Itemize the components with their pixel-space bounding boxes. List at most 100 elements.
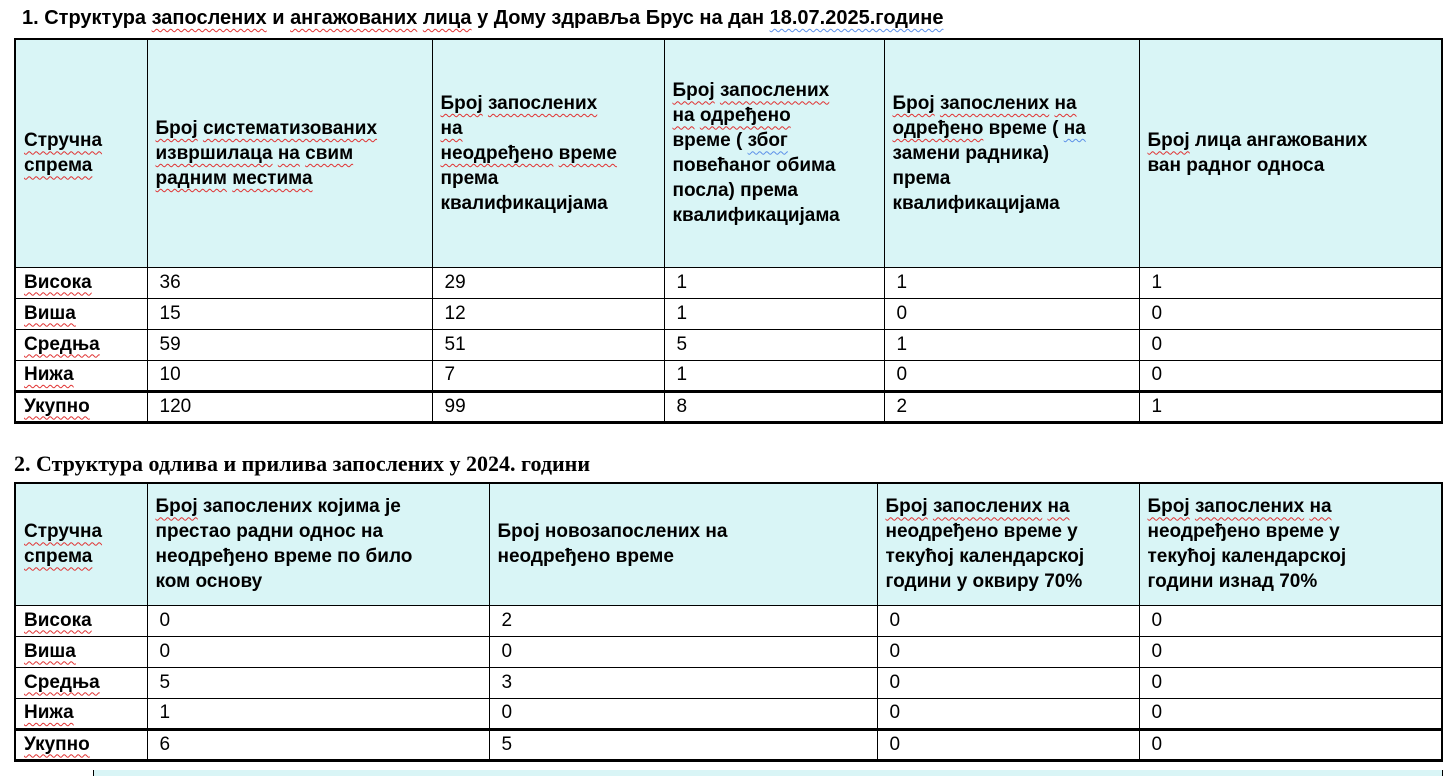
row-label-text: Укупно (24, 733, 90, 755)
cell-value: 36 (146, 266, 433, 299)
table1-title: 1. Структура запослених и ангажованих ли… (22, 6, 943, 31)
table-row: Укупно 6 5 0 0 (14, 727, 1443, 761)
header-row: Стручна спрема Број систематизованих изврши… (14, 38, 1443, 268)
column-header: Број лица ангажованих ван радног односа (1138, 38, 1443, 268)
spellcheck-flagged-text: лица (422, 7, 472, 29)
table2-title: 2. Структура одлива и прилива запослених… (14, 451, 591, 476)
column-header: Стручна спрема (14, 482, 148, 606)
spellcheck-flagged-text: на (672, 105, 695, 127)
row-label: Средња (14, 328, 148, 361)
cell-value: 1 (1138, 266, 1443, 299)
column-header: Број запослених на одређено време ( на зам… (883, 38, 1140, 268)
row-label-text: Виша (24, 640, 76, 662)
spellcheck-flagged-text: радним (155, 167, 227, 189)
table-row: Укупно 120 99 8 2 1 (14, 389, 1443, 423)
header-row: Стручна спрема Број запослених којима је пр… (14, 482, 1443, 606)
cell-value: 0 (488, 697, 878, 730)
text-segment: неодређено време у (885, 521, 1078, 543)
cell-value: 0 (1138, 635, 1443, 668)
text-segment: ван радног односа (1147, 155, 1325, 177)
text-segment: неодређено време у (1147, 521, 1340, 543)
spellcheck-flagged-text: Стручна (24, 130, 103, 152)
text-segment: години изнад 70% (1147, 571, 1318, 593)
spellcheck-flagged-text: спрема (24, 155, 93, 177)
text-segment: неодређено време (497, 546, 674, 568)
cell-value: 0 (883, 297, 1140, 330)
data-table: Стручна спрема Број запослених којима је пр… (14, 482, 1443, 762)
cell-value: 15 (146, 297, 433, 330)
row-label-text: Нижа (24, 702, 74, 723)
column-header: Број запослених на одређено време ( због по… (663, 38, 885, 268)
spellcheck-flagged-text: Број (1147, 130, 1190, 152)
spellcheck-flagged-text: одређено (892, 117, 984, 139)
spellcheck-flagged-text: запослених (719, 80, 830, 102)
text-segment: и (266, 7, 291, 29)
cell-value: 5 (146, 666, 490, 699)
cell-value: 2 (883, 389, 1140, 423)
cell-value: 8 (663, 389, 885, 423)
spellcheck-flagged-text: запослених (151, 7, 267, 29)
text-segment: неодређено време по било (155, 546, 413, 568)
spellcheck-flagged-text: спрема (24, 546, 93, 568)
table-1: Стручна спрема Број систематизованих изврши… (14, 38, 1443, 424)
cell-value: 51 (431, 328, 665, 361)
text-segment: запослених којима је (197, 496, 401, 518)
cell-value: 1 (883, 266, 1140, 299)
cell-value: 0 (883, 359, 1140, 392)
row-label: Средња (14, 666, 148, 699)
cell-value: 2 (488, 604, 878, 637)
partial-next-table-row (93, 770, 1443, 776)
row-label-text: Средња (24, 671, 100, 693)
row-label-text: Висока (24, 271, 92, 293)
spellcheck-flagged-text: ангажованих (290, 7, 418, 29)
spellcheck-flagged-text: одређено (699, 105, 791, 127)
column-header: Број запослених на неодређено време према кв… (431, 38, 665, 268)
spellcheck-flagged-text: на (1047, 496, 1070, 518)
cell-value: 0 (1138, 359, 1443, 392)
spellcheck-flagged-text: на (1063, 117, 1086, 139)
cell-value: 99 (431, 389, 665, 423)
cell-value: 0 (146, 635, 490, 668)
text-segment: престао радни однос на (155, 521, 384, 543)
row-label: Виша (14, 297, 148, 330)
table-row: Висока 0 2 0 0 (14, 604, 1443, 637)
text-segment: у Дому здравља Брус на дан (471, 7, 770, 29)
spellcheck-flagged-text: на (1309, 496, 1332, 518)
row-label: Укупно (14, 389, 148, 423)
row-label-text: Укупно (24, 395, 90, 417)
cell-value: 6 (146, 727, 490, 761)
column-header: Број новозапослених на неодређено време (488, 482, 878, 606)
spellcheck-flagged-text: на (440, 117, 463, 139)
row-label-text: Нижа (24, 364, 74, 385)
cell-value: 3 (488, 666, 878, 699)
row-label: Висока (14, 266, 148, 299)
spellcheck-flagged-text: систематизованих (202, 117, 378, 139)
table-row: Нижа 10 7 1 0 0 (14, 359, 1443, 392)
cell-value: 7 (431, 359, 665, 392)
spellcheck-flagged-text: неодређено (440, 142, 554, 164)
cell-value: 0 (876, 666, 1140, 699)
row-label-text: Висока (24, 609, 92, 631)
spellcheck-flagged-text: Број (440, 92, 483, 114)
cell-value: 10 (146, 359, 433, 392)
text-segment: време ( (983, 117, 1064, 139)
spellcheck-flagged-text: Број (892, 92, 935, 114)
column-header: Број запослених на неодређено време у теку… (1138, 482, 1443, 606)
cell-value: 0 (1138, 604, 1443, 637)
cell-value: 5 (488, 727, 878, 761)
spellcheck-flagged-text: запослених (932, 496, 1043, 518)
text-segment: време ( (672, 130, 748, 152)
cell-value: 1 (663, 266, 885, 299)
table-row: Висока 36 29 1 1 1 (14, 266, 1443, 299)
text-segment: текућој календарској (885, 546, 1085, 568)
cell-value: 12 (431, 297, 665, 330)
spellcheck-flagged-text: Број (672, 80, 715, 102)
column-header: Број систематизованих извршилаца на свим р… (146, 38, 433, 268)
spellcheck-flagged-text: запослених (1194, 496, 1305, 518)
data-table: Стручна спрема Број систематизованих изврши… (14, 38, 1443, 424)
text-segment: посла) према (672, 180, 798, 202)
spellcheck-flagged-text: местима (232, 167, 313, 189)
cell-value: 29 (431, 266, 665, 299)
text-segment: повећаног обима (672, 155, 836, 177)
spellcheck-flagged-text: на (277, 142, 300, 164)
